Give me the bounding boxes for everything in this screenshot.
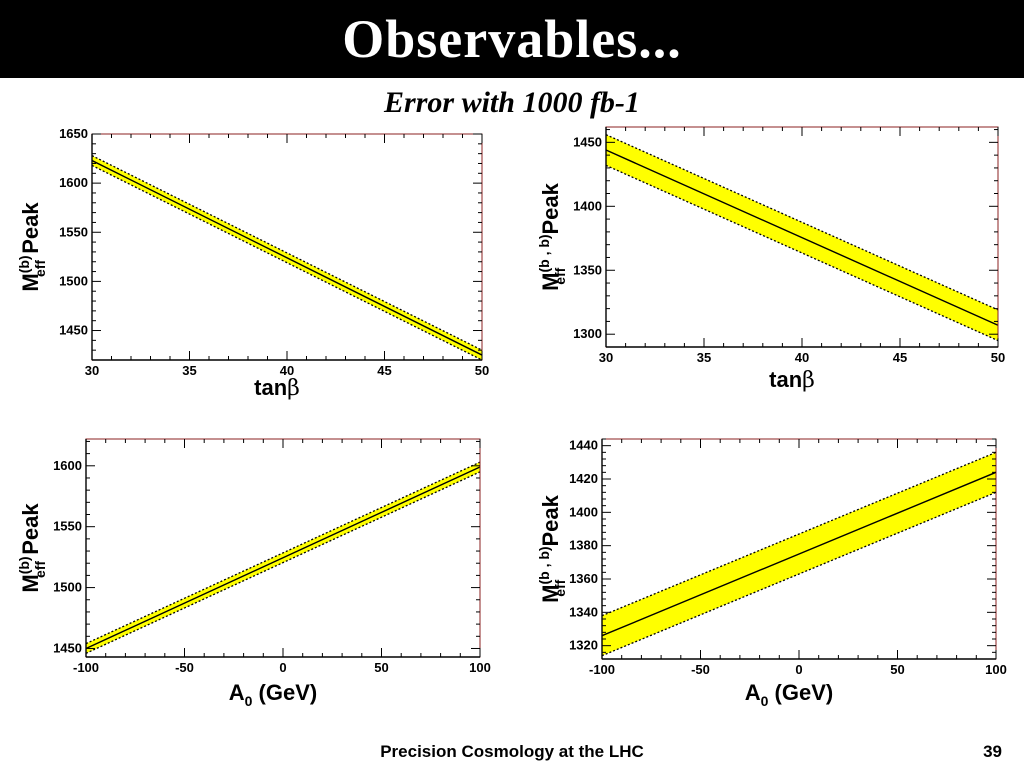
- y-axis-label-tail: Peak: [538, 182, 563, 240]
- y-tick-label: 1650: [59, 126, 88, 141]
- x-axis-label-unit: (GeV): [768, 680, 833, 705]
- x-axis-label-unit: (GeV): [252, 680, 317, 705]
- y-tick-label: 1450: [53, 640, 82, 655]
- slide-subtitle: Error with 1000 fb-1: [384, 86, 640, 119]
- series-line: [86, 466, 480, 650]
- y-axis-label: M(b , b)eff Peak: [536, 182, 568, 290]
- y-tick-label: 1340: [569, 604, 598, 619]
- plot-area: [86, 461, 480, 654]
- plot-area: [606, 134, 998, 342]
- title-bar: Observables...: [0, 0, 1024, 78]
- band-upper-edge: [86, 461, 480, 645]
- x-axis-label-symbol: β: [287, 376, 300, 401]
- x-axis-label: tanβ: [254, 375, 300, 401]
- series-line: [92, 159, 482, 356]
- x-axis-label-subscript: 0: [245, 693, 253, 709]
- y-axis-label-main: M: [18, 273, 43, 291]
- y-tick-label: 1300: [573, 326, 602, 341]
- x-axis-label-main: tan: [254, 375, 287, 400]
- chart-meff-bb-vs-tanbeta: 30 35 40 45 50 1300 1350 1400 1450 tanβ M(b , b)ef…: [536, 126, 1005, 393]
- band-lower-edge: [86, 471, 480, 654]
- x-axis-label: A0 (GeV): [229, 680, 317, 709]
- y-tick-label: 1600: [59, 175, 88, 190]
- x-tick-label: -100: [73, 660, 99, 675]
- x-tick-label: 50: [475, 363, 489, 378]
- band-upper-edge: [606, 134, 998, 311]
- y-axis-label: M(b)eff Peak: [16, 202, 48, 292]
- series-line: [606, 149, 998, 326]
- x-tick-label: 0: [279, 660, 286, 675]
- x-axis-label: A0 (GeV): [745, 680, 833, 709]
- y-axis-label-main: M: [18, 574, 43, 592]
- x-axis-label-main: A: [229, 680, 245, 705]
- x-axis-label-main: tan: [769, 367, 802, 392]
- x-tick-label: 50: [890, 662, 904, 677]
- x-axis-label-symbol: β: [802, 368, 815, 393]
- band-lower-edge: [602, 491, 996, 657]
- y-tick-label: 1360: [569, 571, 598, 586]
- x-tick-label: 50: [374, 660, 388, 675]
- y-tick-label: 1400: [573, 198, 602, 213]
- y-axis-label-superscript: (b): [16, 556, 32, 574]
- x-tick-label: -50: [175, 660, 194, 675]
- x-tick-label: 30: [85, 363, 99, 378]
- y-tick-label: 1350: [573, 262, 602, 277]
- x-tick-label: -50: [691, 662, 710, 677]
- band-upper-edge: [602, 451, 996, 617]
- y-tick-label: 1550: [53, 519, 82, 534]
- x-tick-label: 100: [985, 662, 1007, 677]
- y-axis-label-superscript: (b): [16, 255, 32, 273]
- x-tick-label: 50: [991, 350, 1005, 365]
- y-tick-label: 1500: [59, 273, 88, 288]
- y-axis-label-main: M: [538, 273, 563, 291]
- x-axis-label: tanβ: [769, 367, 815, 393]
- chart-meff-bb-vs-a0: -100 -50 0 50 100 1320 1340 1360 1380 1400 1420 144…: [536, 438, 1007, 709]
- y-axis-label-subscript: eff: [32, 260, 48, 277]
- y-axis-label-tail: Peak: [18, 202, 43, 260]
- y-tick-label: 1450: [59, 323, 88, 338]
- x-tick-label: 40: [795, 350, 809, 365]
- slide-footer: Precision Cosmology at the LHC: [380, 742, 644, 761]
- x-tick-label: 30: [599, 350, 613, 365]
- y-tick-label: 1400: [569, 504, 598, 519]
- y-axis-label-subscript: eff: [552, 267, 568, 284]
- band-lower-edge: [92, 164, 482, 360]
- x-tick-label: 35: [697, 350, 711, 365]
- y-axis-label-subscript: eff: [552, 579, 568, 596]
- band-upper-edge: [92, 155, 482, 351]
- y-tick-label: 1600: [53, 458, 82, 473]
- x-tick-label: 35: [182, 363, 196, 378]
- series-line: [602, 471, 996, 637]
- x-tick-label: 100: [469, 660, 491, 675]
- y-tick-label: 1380: [569, 538, 598, 553]
- slide-title: Observables...: [342, 9, 682, 69]
- page-number: 39: [983, 742, 1002, 761]
- y-axis-label: M(b)eff Peak: [16, 503, 48, 593]
- x-tick-label: -100: [589, 662, 615, 677]
- x-axis-label-main: A: [745, 680, 761, 705]
- chart-meff-b-vs-tanbeta: 30 35 40 45 50 1450 1500 1550 1600 1650 tanβ M(b)ef…: [16, 126, 489, 401]
- y-axis-label-superscript: (b , b): [536, 546, 552, 584]
- y-tick-label: 1550: [59, 224, 88, 239]
- y-tick-label: 1420: [569, 471, 598, 486]
- y-tick-label: 1450: [573, 134, 602, 149]
- y-axis-label-superscript: (b , b): [536, 234, 552, 272]
- plot-area: [602, 451, 996, 657]
- y-axis-label: M(b , b)eff Peak: [536, 494, 568, 602]
- x-tick-label: 45: [893, 350, 907, 365]
- y-tick-label: 1500: [53, 580, 82, 595]
- y-axis-label-main: M: [538, 585, 563, 603]
- x-tick-label: 45: [377, 363, 391, 378]
- x-tick-label: 0: [795, 662, 802, 677]
- y-tick-label: 1440: [569, 438, 598, 453]
- x-tick-label: 40: [280, 363, 294, 378]
- y-axis-label-tail: Peak: [538, 494, 563, 552]
- y-axis-label-subscript: eff: [32, 561, 48, 578]
- y-tick-label: 1320: [569, 638, 598, 653]
- plot-area: [92, 155, 482, 360]
- y-axis-label-tail: Peak: [18, 503, 43, 561]
- x-axis-label-subscript: 0: [761, 693, 769, 709]
- band-lower-edge: [606, 164, 998, 342]
